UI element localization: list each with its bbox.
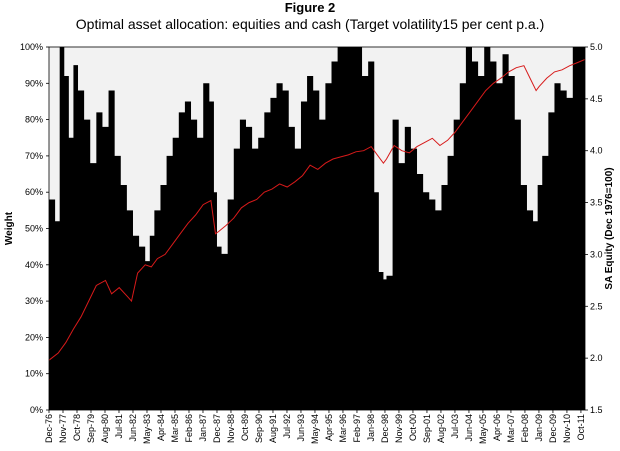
x-tick-label: Oct-89 bbox=[240, 414, 250, 441]
x-axis-ticks: Dec-76 Nov-77 Oct-78 Sep-79 Aug-80 Jul-81 Jun-… bbox=[44, 410, 586, 444]
y2-tick-label: 4.5 bbox=[590, 94, 603, 104]
y-tick-label: 40% bbox=[25, 260, 43, 270]
x-tick-label: Aug-02 bbox=[436, 414, 446, 443]
x-tick-label: Aug-91 bbox=[268, 414, 278, 443]
figure-label: Figure 2 bbox=[284, 0, 336, 15]
y-axis-title: Weight bbox=[4, 211, 15, 245]
y2-axis-ticks: 1.5 2.0 2.5 3.0 3.5 4.0 4.5 5.0 bbox=[585, 42, 603, 415]
y-tick-label: 60% bbox=[25, 187, 43, 197]
x-tick-label: Nov-99 bbox=[394, 414, 404, 443]
x-tick-label: Feb-86 bbox=[184, 414, 194, 443]
series-sa-equity-line bbox=[48, 58, 586, 361]
x-tick-label: Aug-80 bbox=[100, 414, 110, 443]
y2-tick-label: 3.0 bbox=[590, 249, 603, 259]
x-tick-label: Mar-07 bbox=[506, 414, 516, 443]
x-tick-label: Oct-11 bbox=[576, 414, 586, 440]
y-tick-label: 50% bbox=[25, 224, 43, 234]
x-tick-label: Feb-97 bbox=[352, 414, 362, 443]
series-equity-weight-area bbox=[49, 47, 585, 410]
x-tick-label: Jun-04 bbox=[464, 414, 474, 442]
x-tick-label: Mar-85 bbox=[170, 414, 180, 443]
x-tick-label: Sep-90 bbox=[254, 414, 264, 443]
x-tick-label: Apr-06 bbox=[492, 414, 502, 441]
y2-tick-label: 2.0 bbox=[590, 353, 603, 363]
x-tick-label: Dec-87 bbox=[212, 414, 222, 443]
x-tick-label: May-83 bbox=[142, 414, 152, 444]
y2-tick-label: 1.5 bbox=[590, 405, 603, 415]
x-tick-label: Jun-82 bbox=[128, 414, 138, 442]
x-tick-label: Nov-10 bbox=[562, 414, 572, 443]
y-tick-label: 80% bbox=[25, 115, 43, 125]
y-tick-label: 90% bbox=[25, 78, 43, 88]
y-tick-label: 10% bbox=[25, 369, 43, 379]
x-tick-label: May-94 bbox=[310, 414, 320, 444]
y-tick-label: 70% bbox=[25, 151, 43, 161]
x-tick-label: Nov-88 bbox=[226, 414, 236, 443]
x-tick-label: Oct-78 bbox=[72, 414, 82, 441]
y2-tick-label: 3.5 bbox=[590, 198, 603, 208]
x-tick-label: Jul-92 bbox=[282, 414, 292, 439]
y-axis-ticks: 0% 10% 20% 30% 40% 50% 60% 70% 80% 90% 100% bbox=[20, 42, 49, 415]
x-tick-label: Jan-98 bbox=[366, 414, 376, 442]
chart-title: Optimal asset allocation: equities and c… bbox=[75, 16, 545, 32]
x-tick-label: Nov-77 bbox=[58, 414, 68, 443]
y-tick-label: 30% bbox=[25, 296, 43, 306]
x-tick-label: Dec-76 bbox=[44, 414, 54, 443]
y-tick-label: 20% bbox=[25, 332, 43, 342]
x-tick-label: Oct-00 bbox=[408, 414, 418, 441]
x-tick-label: Jul-03 bbox=[450, 414, 460, 439]
x-tick-label: Apr-95 bbox=[324, 414, 334, 441]
x-tick-label: Sep-01 bbox=[422, 414, 432, 443]
x-tick-label: Jul-81 bbox=[114, 414, 124, 439]
x-tick-label: Dec-98 bbox=[380, 414, 390, 443]
x-tick-label: Apr-84 bbox=[156, 414, 166, 441]
plot-area bbox=[48, 46, 586, 411]
y-tick-label: 0% bbox=[30, 405, 43, 415]
x-tick-label: Dec-09 bbox=[548, 414, 558, 443]
y2-tick-label: 4.0 bbox=[590, 146, 603, 156]
y2-tick-label: 5.0 bbox=[590, 42, 603, 52]
x-tick-label: Feb-08 bbox=[520, 414, 530, 443]
y-tick-label: 100% bbox=[20, 42, 43, 52]
x-tick-label: Jan-09 bbox=[534, 414, 544, 442]
y2-tick-label: 2.5 bbox=[590, 301, 603, 311]
x-tick-label: May-05 bbox=[478, 414, 488, 444]
y2-axis-title: SA Equity (Dec 1976=100) bbox=[604, 167, 615, 289]
x-tick-label: Jun-93 bbox=[296, 414, 306, 442]
x-tick-label: Mar-96 bbox=[338, 414, 348, 443]
x-tick-label: Sep-79 bbox=[86, 414, 96, 443]
x-tick-label: Jan-87 bbox=[198, 414, 208, 442]
